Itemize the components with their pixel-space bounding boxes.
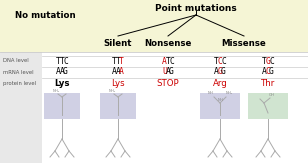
Bar [44,93,80,119]
Text: NH: NH [208,91,214,95]
Text: C: C [221,57,226,66]
Text: A: A [59,67,64,76]
Text: C: C [217,57,222,66]
Text: A: A [214,67,219,76]
Text: T: T [166,57,170,66]
Text: NH: NH [217,98,223,102]
Bar [248,93,288,119]
Text: NH₂: NH₂ [108,89,116,93]
Text: DNA level: DNA level [3,59,29,64]
Text: Silent: Silent [104,39,132,49]
Text: T: T [214,57,219,66]
Text: A: A [166,67,170,76]
Text: T: T [56,57,61,66]
Text: NH₂: NH₂ [52,89,60,93]
Text: Thr: Thr [261,79,275,88]
Text: A: A [56,67,61,76]
Text: Lys: Lys [111,79,125,88]
Text: G: G [63,67,68,76]
Text: STOP: STOP [157,79,179,88]
Text: G: G [169,67,174,76]
Text: G: G [269,67,274,76]
Text: A: A [116,67,120,76]
Text: A: A [262,67,267,76]
Text: Arg: Arg [213,79,227,88]
Text: C: C [63,57,68,66]
Text: T: T [116,57,120,66]
Text: T: T [119,57,124,66]
Text: T: T [59,57,64,66]
Bar [100,93,136,119]
Text: T: T [262,57,267,66]
Bar [42,52,308,163]
Bar [0,0,308,52]
Text: G: G [221,67,226,76]
Text: Nonsense: Nonsense [144,39,192,49]
Text: U: U [162,67,167,76]
Text: protein level: protein level [3,81,36,86]
Text: Missense: Missense [222,39,266,49]
Text: A: A [119,67,124,76]
Text: A: A [162,57,167,66]
Text: mRNA level: mRNA level [3,69,34,74]
Bar [0,52,308,163]
Text: Point mutations: Point mutations [155,4,237,13]
Text: T: T [112,57,117,66]
Text: C: C [269,57,274,66]
Text: C: C [169,57,174,66]
Text: Lys: Lys [54,79,70,88]
Text: OH: OH [269,93,275,97]
Text: NH₂: NH₂ [225,91,233,95]
Text: C: C [265,67,270,76]
Text: G: G [265,57,270,66]
Bar [200,93,240,119]
Text: No mutation: No mutation [15,10,75,20]
Text: A: A [112,67,117,76]
Text: G: G [217,67,222,76]
